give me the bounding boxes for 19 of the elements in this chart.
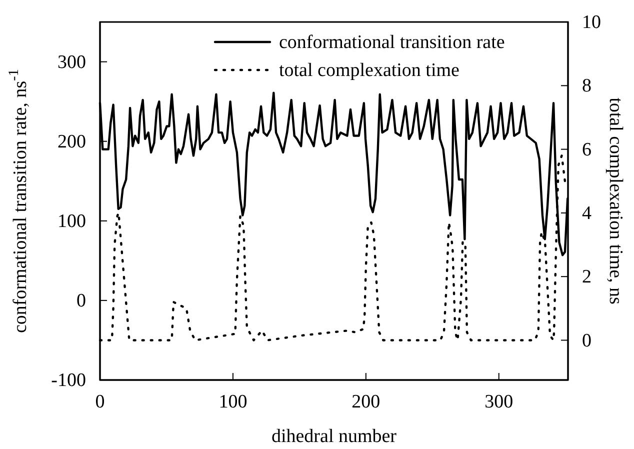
y-tick-label: 300 xyxy=(58,52,86,73)
y-tick-label: 100 xyxy=(58,210,86,232)
y2-tick-label: 4 xyxy=(582,203,592,224)
y2-tick-label: 0 xyxy=(582,330,592,352)
y2-tick-label: 6 xyxy=(582,139,592,160)
x-tick-label: 0 xyxy=(95,391,105,412)
y2-tick-label: 10 xyxy=(582,12,601,34)
legend-label: total complexation time xyxy=(279,60,460,81)
y2-axis-title: total complexation time, ns xyxy=(605,98,626,304)
x-tick-label: 100 xyxy=(218,391,248,412)
y2-tick-label: 8 xyxy=(582,76,592,97)
y-tick-label: 200 xyxy=(58,131,86,152)
legend-label: conformational transition rate xyxy=(279,32,505,53)
x-axis-title: dihedral number xyxy=(271,426,398,447)
x-tick-label: 300 xyxy=(484,391,514,412)
y-tick-label: -100 xyxy=(51,370,86,392)
y2-tick-label: 2 xyxy=(582,266,592,288)
y-tick-label: 0 xyxy=(76,290,86,312)
x-tick-label: 200 xyxy=(352,391,380,412)
